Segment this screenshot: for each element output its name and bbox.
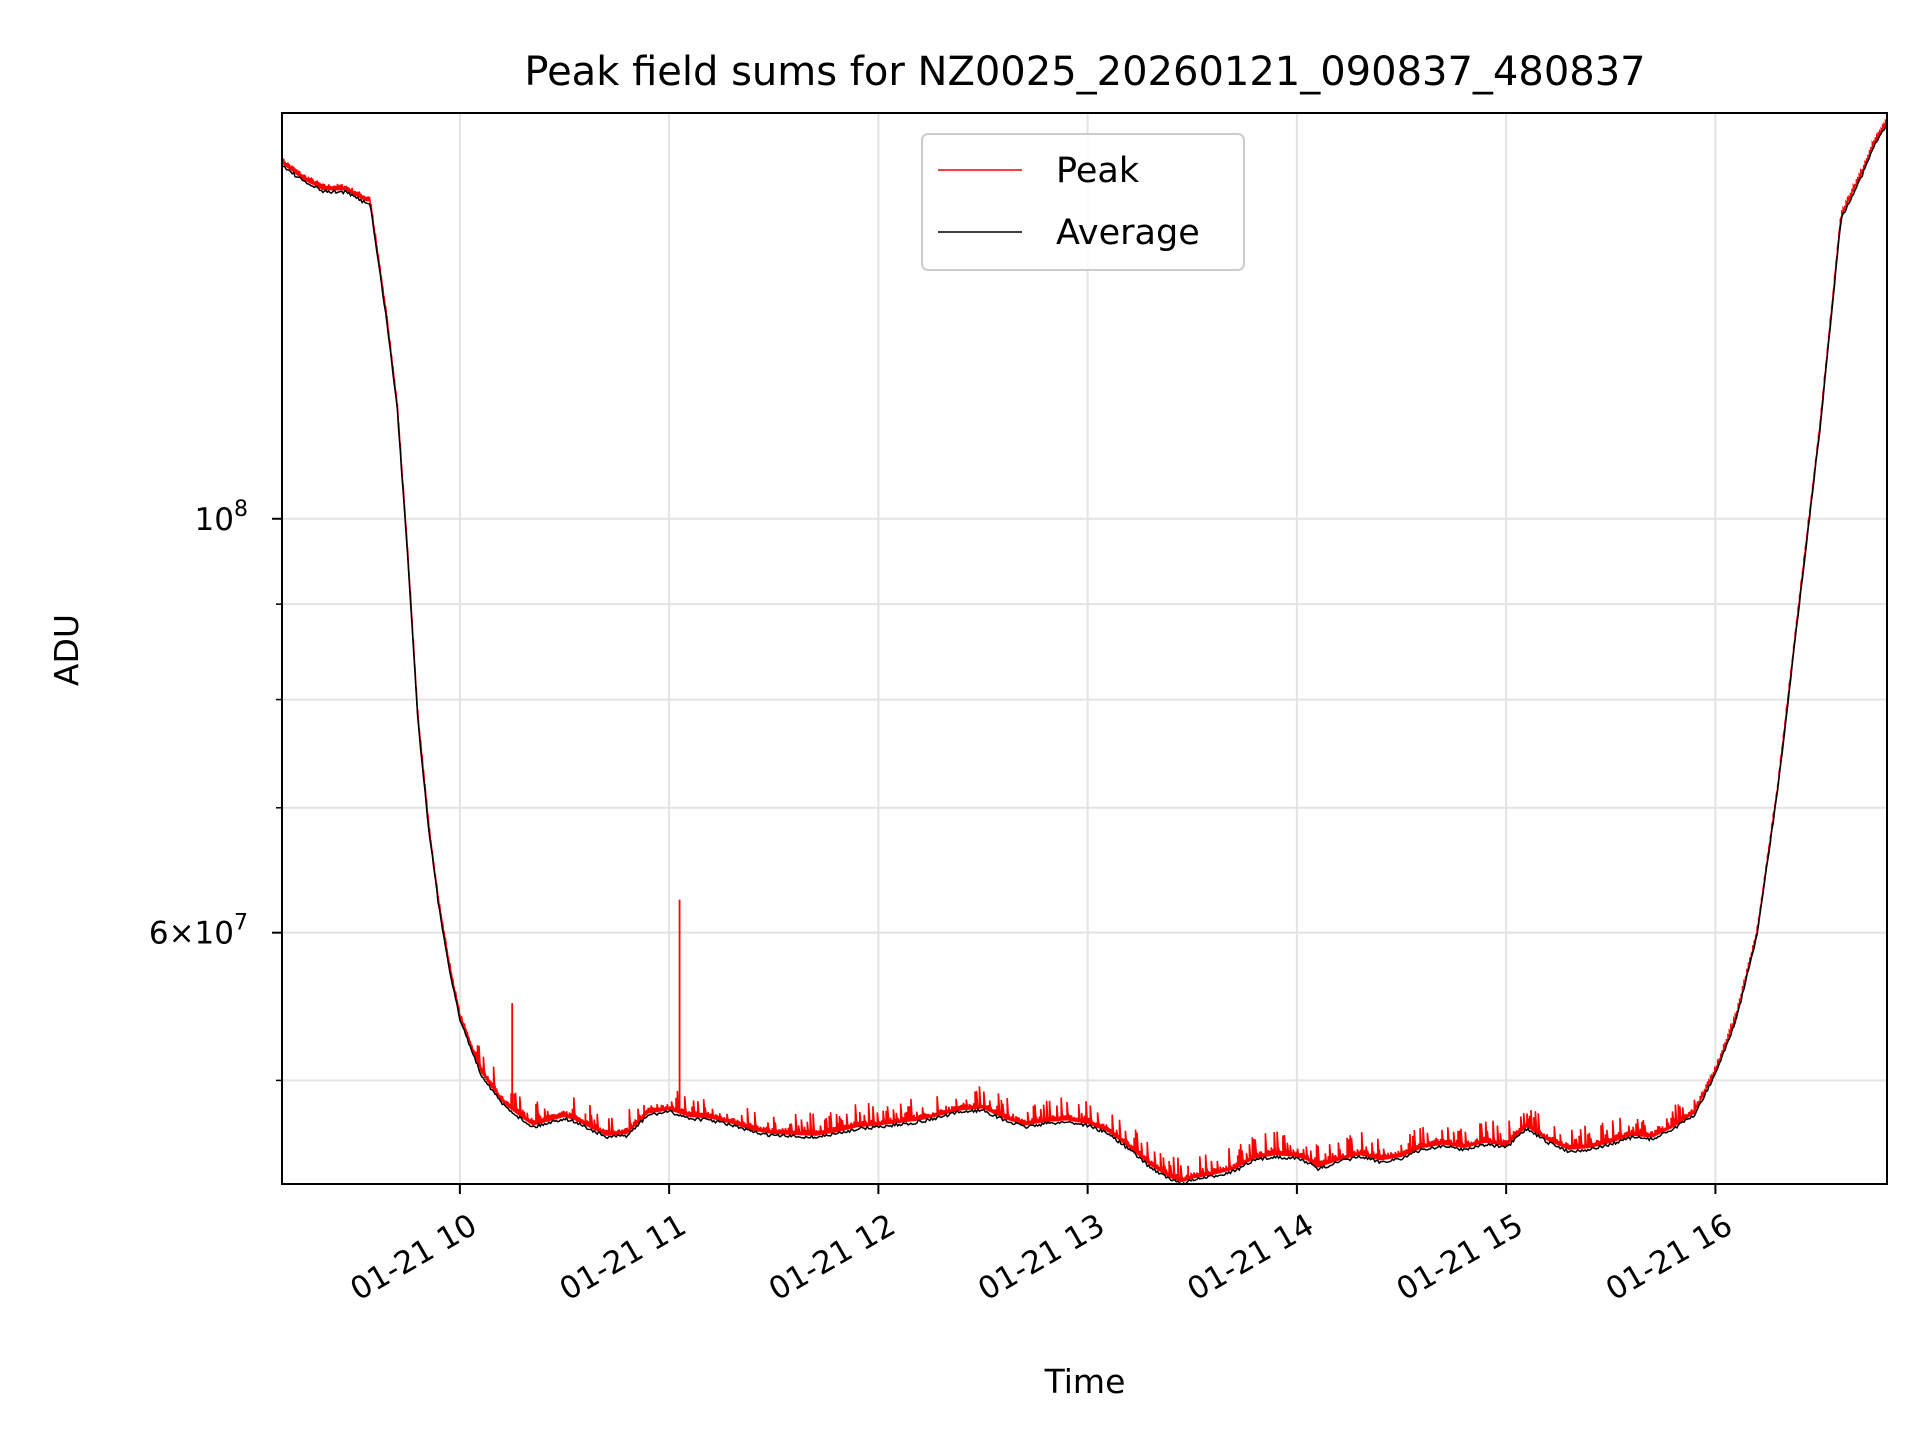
series-line-average	[281, 123, 1888, 1186]
average-point	[1871, 147, 1873, 149]
average-point	[1756, 931, 1758, 933]
average-point	[1400, 1156, 1402, 1158]
average-point	[814, 1135, 816, 1137]
y-tick-label: 108	[195, 497, 248, 538]
average-point	[1306, 1159, 1308, 1161]
average-point	[574, 1119, 576, 1121]
average-point	[1442, 1143, 1444, 1145]
average-point	[731, 1122, 733, 1124]
average-point	[1798, 603, 1800, 605]
average-point	[877, 1124, 879, 1126]
average-point	[1045, 1121, 1047, 1123]
average-point	[1024, 1124, 1026, 1126]
average-point	[1296, 1156, 1298, 1158]
average-point	[689, 1116, 691, 1118]
plot-area	[281, 112, 1888, 1186]
plot-frame	[281, 112, 1888, 1185]
chart-title: Peak field sums for NZ0025_20260121_0908…	[524, 49, 1645, 95]
average-point	[647, 1112, 649, 1114]
average-point	[480, 1071, 482, 1073]
average-point	[1086, 1122, 1088, 1124]
average-point	[417, 719, 419, 721]
average-point	[369, 200, 371, 202]
average-point	[1107, 1131, 1109, 1133]
average-point	[1850, 194, 1852, 196]
y-tick-label: 6×107	[149, 911, 248, 952]
average-point	[1066, 1119, 1068, 1121]
average-point	[427, 824, 429, 826]
average-point	[1589, 1147, 1591, 1149]
legend-label-average: Average	[1056, 213, 1200, 253]
average-point	[982, 1107, 984, 1109]
average-point	[1568, 1149, 1570, 1151]
legend: Peak Average	[921, 133, 1245, 271]
average-point	[323, 189, 325, 191]
average-point	[1610, 1142, 1612, 1144]
average-point	[1484, 1142, 1486, 1144]
average-point	[710, 1117, 712, 1119]
average-point	[1693, 1112, 1695, 1114]
average-point	[1861, 173, 1863, 175]
average-point	[605, 1135, 607, 1137]
legend-box	[921, 133, 1245, 271]
average-point	[459, 1017, 461, 1019]
average-point	[1379, 1159, 1381, 1161]
average-point	[385, 318, 387, 320]
average-point	[1254, 1157, 1256, 1159]
average-point	[365, 200, 367, 202]
average-point	[626, 1133, 628, 1135]
average-point	[1463, 1147, 1465, 1149]
average-point	[1170, 1177, 1172, 1179]
average-point	[501, 1101, 503, 1103]
average-point	[302, 178, 304, 180]
average-point	[1777, 784, 1779, 786]
average-point	[1358, 1154, 1360, 1156]
average-point	[1631, 1135, 1633, 1137]
average-point	[835, 1131, 837, 1133]
series-layer	[281, 116, 1888, 1186]
average-point	[856, 1126, 858, 1128]
average-point	[1714, 1071, 1716, 1073]
plot-background	[282, 113, 1887, 1184]
average-point	[344, 189, 346, 191]
average-point	[448, 966, 450, 968]
average-point	[1191, 1177, 1193, 1179]
average-point	[1421, 1147, 1423, 1149]
average-point	[1505, 1145, 1507, 1147]
legend-label-peak: Peak	[1056, 151, 1140, 191]
y-axis-title: ADU	[47, 614, 86, 686]
x-axis-title: Time	[1044, 1362, 1126, 1401]
series-line-peak	[281, 116, 1888, 1183]
average-point	[532, 1124, 534, 1126]
average-point	[1735, 1017, 1737, 1019]
average-point	[773, 1133, 775, 1135]
average-point	[1651, 1136, 1653, 1138]
average-point	[1128, 1147, 1130, 1149]
average-point	[1840, 216, 1842, 218]
average-point	[563, 1116, 565, 1118]
average-point	[1317, 1166, 1319, 1168]
average-point	[406, 551, 408, 553]
grid-layer	[282, 113, 1887, 1184]
average-point	[1526, 1126, 1528, 1128]
average-point	[1275, 1154, 1277, 1156]
average-point	[919, 1119, 921, 1121]
average-point	[1149, 1165, 1151, 1167]
average-point	[1819, 426, 1821, 428]
average-point	[961, 1109, 963, 1111]
average-point	[1547, 1140, 1549, 1142]
average-point	[521, 1117, 523, 1119]
average-point	[1003, 1117, 1005, 1119]
average-point	[752, 1129, 754, 1131]
average-point	[1672, 1126, 1674, 1128]
average-point	[1212, 1174, 1214, 1176]
average-point	[668, 1109, 670, 1111]
average-point	[396, 404, 398, 406]
average-point	[438, 905, 440, 907]
average-point	[1233, 1168, 1235, 1170]
average-point	[1338, 1159, 1340, 1161]
